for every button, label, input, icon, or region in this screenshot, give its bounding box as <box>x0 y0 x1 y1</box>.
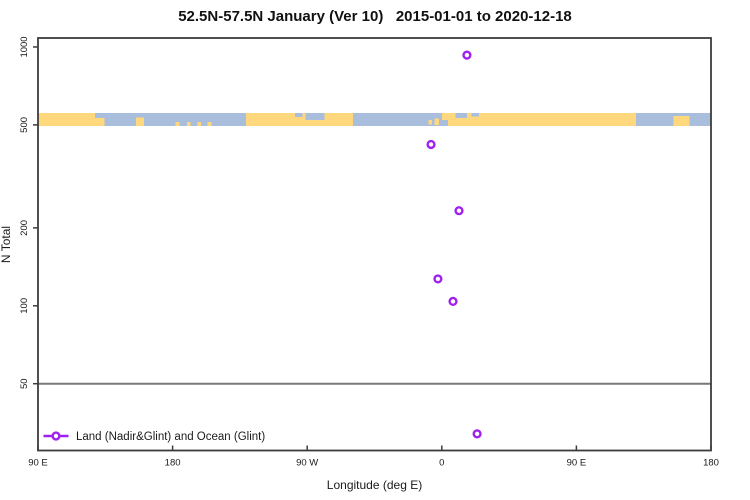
map-band-land-segment <box>207 122 212 126</box>
map-band-ocean-segment <box>295 112 303 117</box>
plot-frame <box>37 37 712 452</box>
y-tick-label: 200 <box>19 220 30 236</box>
x-tick-label: 0 <box>439 458 444 469</box>
x-tick-label: 180 <box>703 458 719 469</box>
x-tick-label: 90 E <box>567 458 587 469</box>
y-tick-label: 100 <box>19 298 30 314</box>
map-band-land-segment <box>38 112 105 126</box>
data-point <box>462 50 472 60</box>
x-tick-label: 90 W <box>296 458 318 469</box>
map-band-ocean-segment <box>455 112 468 119</box>
map-band-land-segment <box>428 120 433 125</box>
data-point <box>433 274 443 284</box>
y-tick-label: 50 <box>19 378 30 389</box>
map-band-ocean-segment <box>305 112 325 121</box>
x-tick-label: 90 E <box>28 458 48 469</box>
map-band-land-segment <box>135 117 145 126</box>
x-tick-label: 180 <box>165 458 181 469</box>
map-band-ocean-segment <box>94 112 105 119</box>
data-point <box>454 206 464 216</box>
map-band-ocean-segment <box>471 112 480 117</box>
data-point <box>448 296 458 306</box>
x-axis-label: Longitude (deg E) <box>327 478 422 492</box>
legend-marker-icon <box>51 431 61 441</box>
map-band-ocean-segment <box>441 120 448 126</box>
map-band-land-segment <box>245 112 353 126</box>
map-band-land-segment <box>197 122 202 126</box>
map-band-land-segment <box>175 122 180 126</box>
data-point <box>426 139 436 150</box>
map-band-land-segment <box>441 112 637 126</box>
map-band-land-segment <box>673 116 690 126</box>
chart-title: 52.5N-57.5N January (Ver 10) 2015-01-01 … <box>178 8 572 25</box>
map-band-land-segment <box>186 122 191 126</box>
y-axis-label: N Total <box>0 226 13 263</box>
data-point <box>472 429 482 439</box>
y-tick-label: 1000 <box>19 36 30 57</box>
map-band-land-segment <box>434 118 439 126</box>
y-tick-label: 500 <box>19 117 30 133</box>
legend-label: Land (Nadir&Glint) and Ocean (Glint) <box>76 431 265 443</box>
